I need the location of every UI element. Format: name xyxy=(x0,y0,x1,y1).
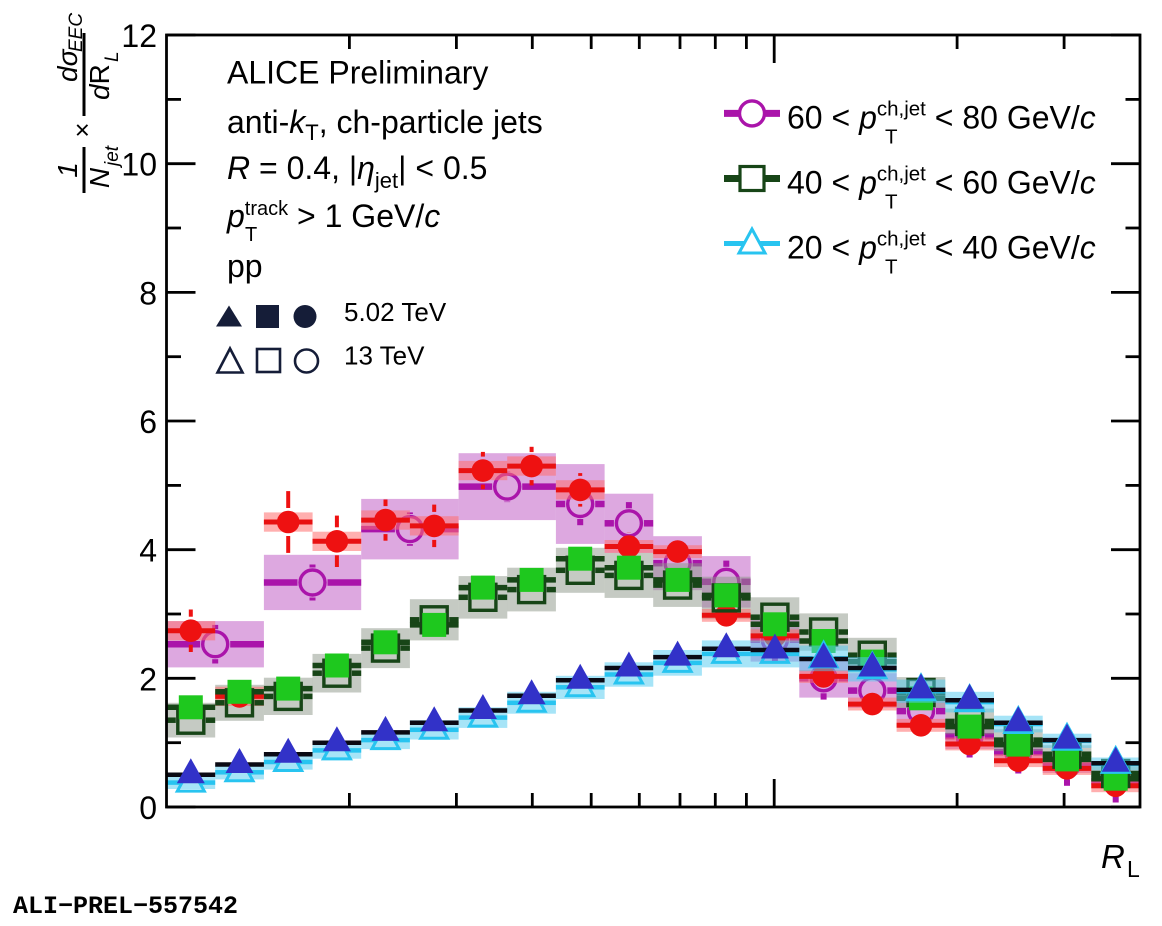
svg-text:T: T xyxy=(885,256,898,279)
svg-text:ALICE Preliminary: ALICE Preliminary xyxy=(227,55,488,91)
svg-text:N: N xyxy=(84,167,115,188)
svg-text:12: 12 xyxy=(121,18,157,54)
svg-text:jet: jet xyxy=(102,145,123,169)
svg-text:10: 10 xyxy=(121,147,157,183)
svg-text:T: T xyxy=(245,224,257,246)
svg-text:13 TeV: 13 TeV xyxy=(344,341,425,371)
svg-text:8: 8 xyxy=(139,275,157,311)
svg-text:1: 1 xyxy=(52,162,83,178)
svg-text:ALI−PREL−557542: ALI−PREL−557542 xyxy=(13,892,238,921)
svg-text:T: T xyxy=(885,125,898,148)
svg-text:40 < pch,jet < 60 GeV/c: 40 < pch,jet < 60 GeV/c xyxy=(787,163,1096,201)
svg-text:R: R xyxy=(1101,838,1125,875)
svg-text:dR: dR xyxy=(84,64,115,100)
svg-text:dσ: dσ xyxy=(52,48,83,82)
svg-text:ptrack > 1 GeV/c: ptrack > 1 GeV/c xyxy=(226,198,440,234)
svg-text:T: T xyxy=(885,191,898,214)
svg-text:anti-kT, ch-particle jets: anti-kT, ch-particle jets xyxy=(227,104,543,145)
svg-text:6: 6 xyxy=(139,404,157,440)
svg-text:L: L xyxy=(102,51,123,62)
svg-text:4: 4 xyxy=(139,533,157,569)
svg-text:L: L xyxy=(1127,856,1140,882)
svg-text:60 < pch,jet < 80 GeV/c: 60 < pch,jet < 80 GeV/c xyxy=(787,97,1096,135)
svg-text:0: 0 xyxy=(139,790,157,826)
svg-text:EEC: EEC xyxy=(66,13,87,52)
svg-text:pp: pp xyxy=(227,248,263,284)
svg-text:×: × xyxy=(67,122,97,137)
svg-text:R = 0.4, |ηjet| < 0.5: R = 0.4, |ηjet| < 0.5 xyxy=(227,150,487,193)
svg-text:2: 2 xyxy=(139,661,157,697)
svg-text:5.02 TeV: 5.02 TeV xyxy=(344,297,447,327)
svg-text:20 < pch,jet < 40 GeV/c: 20 < pch,jet < 40 GeV/c xyxy=(787,228,1096,266)
